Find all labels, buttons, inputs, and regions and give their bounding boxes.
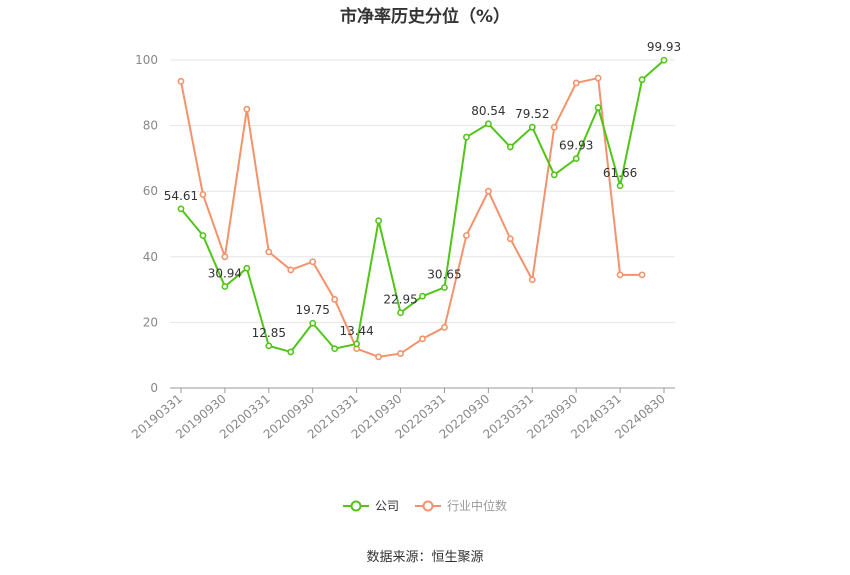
- data-point: [550, 171, 558, 179]
- data-point: [397, 350, 404, 357]
- series-line: [179, 77, 643, 358]
- data-point: [572, 155, 580, 163]
- data-point: [660, 56, 668, 64]
- data-point: [638, 271, 646, 279]
- y-axis-ticks: 0 20 40 60 80 100: [135, 53, 158, 395]
- legend-industry-label: 行业中位数: [447, 499, 508, 513]
- data-point: [375, 217, 382, 225]
- data-point: [638, 76, 646, 84]
- data-point: [616, 271, 624, 279]
- data-label: 69.93: [559, 139, 593, 153]
- data-label: 54.61: [164, 189, 198, 203]
- data-point: [463, 232, 470, 239]
- legend-item-industry[interactable]: 行业中位数: [415, 497, 507, 514]
- legend-industry-icon: [415, 500, 441, 511]
- series-lines: [177, 56, 668, 361]
- data-point: [331, 296, 339, 303]
- data-point: [506, 143, 514, 151]
- data-point: [594, 104, 602, 111]
- data-point: [484, 187, 492, 195]
- data-point: [309, 258, 317, 266]
- data-point: [287, 266, 295, 274]
- data-point: [353, 340, 361, 348]
- data-point: [221, 253, 229, 261]
- grid-lines: [170, 59, 675, 323]
- data-point: [265, 248, 273, 256]
- data-label: 22.95: [383, 293, 417, 307]
- data-point: [528, 123, 536, 131]
- legend-company-label: 公司: [374, 499, 399, 513]
- data-point: [243, 105, 251, 113]
- data-point: [199, 191, 207, 198]
- data-point: [441, 323, 448, 331]
- data-label: 99.93: [647, 40, 681, 54]
- series-line: [180, 59, 665, 353]
- y-tick-label: 40: [143, 250, 158, 264]
- data-point: [419, 335, 426, 343]
- line-chart: 0 20 40 60 80 100 201903312019093020200331202…: [129, 40, 681, 442]
- y-tick-label: 100: [135, 53, 158, 67]
- data-point: [506, 235, 514, 243]
- data-label: 12.85: [252, 326, 286, 340]
- y-tick-label: 60: [143, 184, 158, 198]
- data-point: [221, 283, 229, 290]
- legend-company-icon: [342, 500, 369, 511]
- data-point: [397, 309, 404, 317]
- data-label: 61.66: [603, 166, 637, 180]
- y-tick-label: 0: [150, 381, 158, 395]
- legend-item-company[interactable]: 公司: [342, 497, 399, 514]
- data-point: [528, 276, 536, 284]
- data-point: [177, 77, 185, 85]
- data-point: [484, 120, 492, 128]
- data-source: 数据来源：恒生聚源: [366, 550, 484, 565]
- data-label: 30.65: [427, 267, 461, 281]
- data-point: [287, 348, 295, 356]
- data-point: [309, 319, 317, 327]
- data-point: [375, 353, 382, 361]
- data-label: 19.75: [296, 303, 330, 317]
- data-point: [265, 342, 273, 350]
- data-labels: 54.61 30.94 12.85 19.75 13.44 22.95 30.65 80.54…: [164, 40, 681, 340]
- data-point: [441, 284, 448, 291]
- chart-title: 市净率历史分位（%）: [339, 7, 511, 27]
- data-label: 13.44: [339, 324, 373, 338]
- data-label: 80.54: [471, 104, 505, 118]
- data-point: [199, 232, 207, 239]
- data-point: [463, 133, 470, 141]
- y-tick-label: 20: [143, 315, 158, 329]
- data-point: [243, 264, 251, 272]
- data-point: [177, 205, 185, 213]
- y-tick-label: 80: [143, 119, 158, 133]
- legend: 公司 行业中位数: [0, 497, 850, 514]
- data-point: [550, 123, 558, 131]
- data-point: [616, 182, 624, 190]
- data-point: [572, 79, 580, 87]
- x-axis: 2019033120190930202003312020093020210331…: [129, 387, 675, 442]
- data-label: 30.94: [208, 267, 242, 281]
- data-point: [331, 345, 339, 353]
- data-label: 79.52: [515, 107, 549, 121]
- data-point: [419, 292, 426, 300]
- data-point: [594, 74, 602, 82]
